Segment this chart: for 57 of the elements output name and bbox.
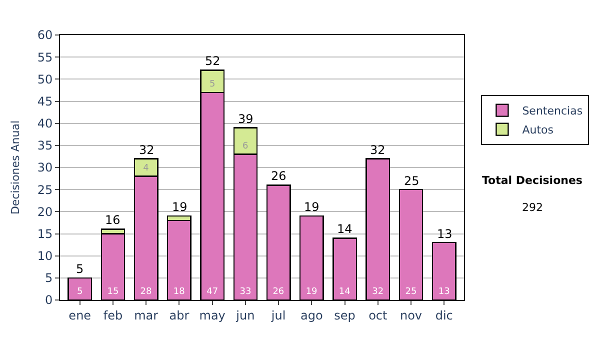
data-label: 25: [405, 287, 417, 297]
data-label: 13: [438, 287, 450, 297]
total-label: 39: [238, 112, 254, 126]
data-label: 26: [272, 287, 284, 297]
y-tick-label: 35: [37, 138, 53, 153]
x-tick-label: nov: [400, 308, 422, 322]
x-tick-label: jul: [270, 308, 286, 322]
y-tick-label: 5: [44, 271, 53, 286]
x-tick-label: abr: [169, 308, 190, 322]
data-label: 5: [77, 287, 83, 297]
data-label: 5: [209, 79, 216, 90]
total-label: 52: [205, 54, 220, 68]
data-label: 14: [338, 287, 351, 297]
legend-label: Sentencias: [522, 104, 583, 118]
total-label: 26: [271, 169, 286, 183]
legend-label: Autos: [522, 124, 554, 137]
y-tick-label: 0: [44, 293, 53, 308]
total-label: 32: [139, 143, 154, 157]
text: Total Decisiones: [482, 174, 583, 187]
y-tick-label: 10: [37, 249, 53, 264]
x-tick-label: may: [199, 308, 226, 322]
data-label: 47: [206, 287, 218, 297]
y-tick-label: 45: [37, 94, 53, 108]
total-label: 32: [370, 143, 386, 157]
x-tick-label: sep: [334, 308, 356, 322]
data-label: 18: [173, 287, 186, 297]
x-tick-label: ago: [300, 308, 323, 322]
total-label: 19: [172, 200, 188, 214]
y-tick-label: 60: [37, 28, 53, 42]
x-tick-label: dic: [435, 308, 453, 322]
x-tick-label: oct: [368, 308, 388, 322]
total-label: 16: [105, 213, 120, 227]
y-tick-label: 40: [37, 116, 53, 131]
total-label: 25: [404, 174, 420, 188]
x-tick-label: ene: [68, 308, 92, 322]
data-label: 33: [240, 287, 252, 297]
total-label: 14: [337, 222, 352, 236]
y-axis-title: Decisiones Anual: [8, 120, 22, 215]
y-tick-label: 55: [37, 50, 53, 64]
data-label: 6: [242, 141, 248, 152]
text: 292: [522, 201, 543, 214]
data-label: 28: [140, 287, 152, 297]
x-tick-label: jun: [235, 308, 255, 322]
y-tick-label: 15: [37, 226, 53, 241]
total-label: 19: [304, 200, 320, 214]
x-tick-label: feb: [103, 308, 123, 322]
data-label: 32: [372, 287, 384, 297]
y-tick-label: 50: [37, 72, 53, 86]
y-tick-label: 30: [37, 160, 53, 175]
total-label: 13: [437, 227, 452, 241]
data-label: 4: [143, 163, 150, 174]
y-tick-label: 25: [37, 182, 53, 197]
total-label: 5: [76, 262, 84, 276]
data-label: 19: [306, 287, 318, 297]
x-tick-label: mar: [134, 308, 158, 322]
data-label: 15: [107, 287, 119, 297]
y-tick-label: 20: [37, 204, 53, 219]
